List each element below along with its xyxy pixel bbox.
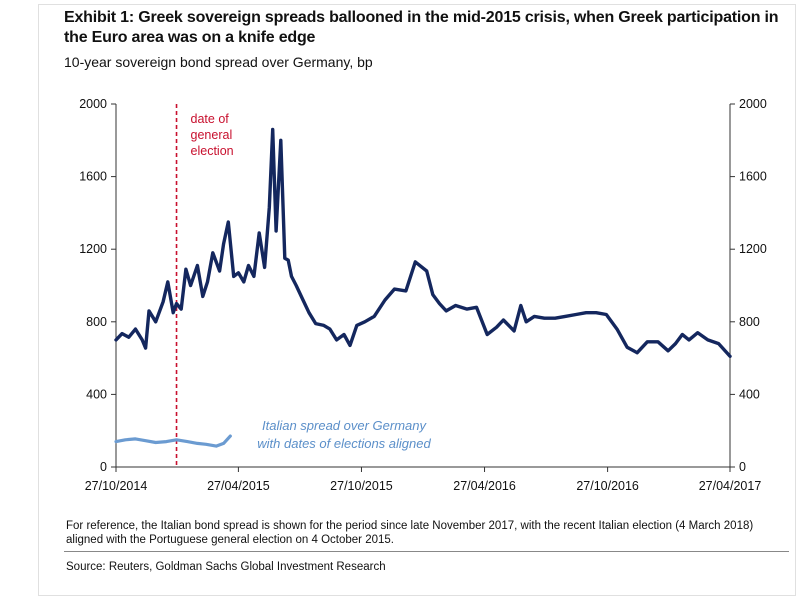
y-tick-label-right: 400 xyxy=(739,387,760,401)
x-tick-label: 27/10/2015 xyxy=(330,479,393,493)
chart-axes: 0 0 400 400 800 800 1200 1200 1600 1600 2000 2000 27… xyxy=(79,97,767,493)
y-tick-label-right: 1600 xyxy=(739,170,767,184)
x-tick-label: 27/04/2017 xyxy=(699,479,762,493)
exhibit-frame xyxy=(38,4,796,596)
chart-title: Exhibit 1: Greek sovereign spreads ballo… xyxy=(64,9,779,46)
x-tick-label: 27/04/2016 xyxy=(453,479,516,493)
x-tick-label: 27/10/2016 xyxy=(576,479,639,493)
greek-spread-line xyxy=(114,127,732,358)
footnote: For reference, the Italian bond spread i… xyxy=(66,520,754,546)
y-tick-label-right: 1200 xyxy=(739,242,767,256)
y-tick-label-left: 1600 xyxy=(79,170,107,184)
election-label: general xyxy=(191,128,233,142)
election-label: election xyxy=(191,144,234,158)
x-tick-label: 27/04/2015 xyxy=(207,479,270,493)
y-tick-label-left: 2000 xyxy=(79,97,107,111)
y-tick-label-left: 1200 xyxy=(79,242,107,256)
election-label: date of xyxy=(191,112,230,126)
chart-subtitle: 10-year sovereign bond spread over Germa… xyxy=(64,54,373,70)
chart-series xyxy=(114,127,732,448)
x-tick-label: 27/10/2014 xyxy=(85,479,148,493)
divider xyxy=(64,551,789,552)
italian-spread-line xyxy=(114,434,232,448)
y-tick-label-right: 800 xyxy=(739,315,760,329)
italian-series-label: Italian spread over Germany xyxy=(262,418,428,433)
source-note: Source: Reuters, Goldman Sachs Global In… xyxy=(66,561,386,573)
y-tick-label-left: 800 xyxy=(86,315,107,329)
chart-annotations: date of general election Italian spread ove… xyxy=(191,112,432,451)
y-tick-label-right: 2000 xyxy=(739,97,767,111)
italian-series-label: with dates of elections aligned xyxy=(257,436,431,451)
y-tick-label-left: 400 xyxy=(86,387,107,401)
y-tick-label-left: 0 xyxy=(100,460,107,474)
y-tick-label-right: 0 xyxy=(739,460,746,474)
